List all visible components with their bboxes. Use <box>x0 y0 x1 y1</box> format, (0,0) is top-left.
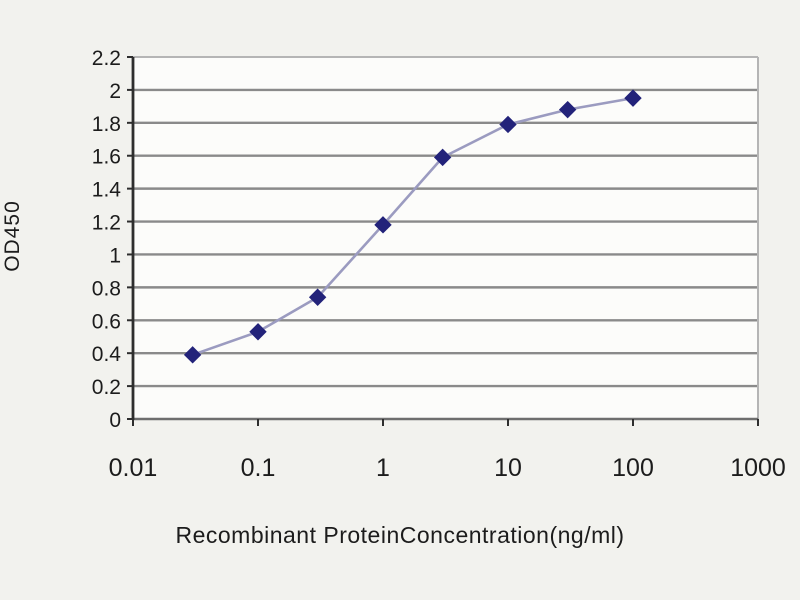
y-tick-label: 0.6 <box>92 310 121 333</box>
data-point-marker <box>308 288 327 306</box>
y-tick-label: 1.2 <box>92 212 121 235</box>
y-tick-label: 0 <box>109 409 121 432</box>
data-point-marker <box>558 100 577 119</box>
y-tick-label: 1.4 <box>92 179 122 202</box>
x-tick-label: 10 <box>494 454 522 482</box>
y-tick-label: 1 <box>109 244 121 267</box>
y-tick-label: 1.8 <box>92 113 121 136</box>
data-point-marker <box>183 346 202 364</box>
data-point-marker <box>499 115 517 134</box>
y-tick-label: 2.2 <box>92 47 121 70</box>
data-point-marker <box>624 89 642 107</box>
x-tick-label: 1000 <box>730 454 786 482</box>
y-tick-label: 0.8 <box>92 277 121 300</box>
x-tick-label: 1 <box>376 454 390 482</box>
x-tick-label: 0.01 <box>109 454 158 482</box>
y-tick-label: 2 <box>109 80 121 103</box>
plot-background <box>133 57 758 419</box>
data-point-marker <box>249 323 267 341</box>
data-point-marker <box>374 216 392 234</box>
y-tick-label: 1.6 <box>92 146 121 169</box>
data-point-marker <box>433 148 452 167</box>
x-tick-label: 0.1 <box>241 454 276 482</box>
y-tick-label: 0.2 <box>92 376 121 399</box>
x-axis-title: Recombinant ProteinConcentration(ng/ml) <box>175 522 625 548</box>
x-tick-label: 100 <box>612 454 654 482</box>
y-axis-title: OD450 <box>1 200 24 272</box>
series-line <box>192 96 634 357</box>
y-tick-label: 0.4 <box>92 343 122 366</box>
